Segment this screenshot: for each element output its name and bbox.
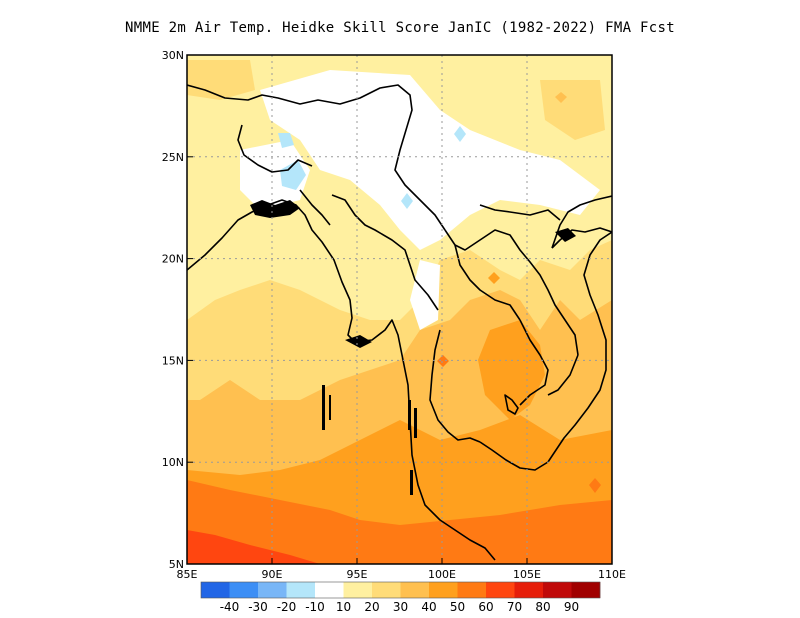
colorbar-swatch xyxy=(457,582,487,598)
lon-tick-label: 95E xyxy=(347,568,368,581)
colorbar-label: 40 xyxy=(421,600,436,614)
skill-field xyxy=(187,55,612,564)
colorbar-swatch xyxy=(543,582,572,598)
graticule xyxy=(187,55,612,564)
figure-title: NMME 2m Air Temp. Heidke Skill Score Jan… xyxy=(125,20,675,36)
lat-tick-label: 20N xyxy=(162,253,184,266)
colorbar-swatch xyxy=(400,582,430,598)
colorbar-label: 50 xyxy=(450,600,465,614)
lon-tick-label: 90E xyxy=(262,568,283,581)
lon-tick-label: 100E xyxy=(428,568,456,581)
lat-tick-label: 25N xyxy=(162,151,184,164)
colorbar-label: -40 xyxy=(220,600,240,614)
colorbar-swatch xyxy=(286,582,316,598)
colorbar-swatch xyxy=(201,582,230,598)
colorbar-frame xyxy=(200,581,601,599)
colorbar-label: 90 xyxy=(564,600,579,614)
lat-tick-label: 5N xyxy=(169,558,184,571)
colorbar-label: 10 xyxy=(336,600,351,614)
colorbar-swatch xyxy=(229,582,259,598)
colorbar-label: 20 xyxy=(364,600,379,614)
colorbar-swatch xyxy=(258,582,287,598)
plot-frame xyxy=(186,54,613,565)
colorbar: -40 -30 -20 -10 10 20 30 40 50 60 70 80 90 xyxy=(200,581,601,614)
colorbar-label: 70 xyxy=(507,600,522,614)
colorbar-swatch xyxy=(343,582,373,598)
colorbar-label: 60 xyxy=(478,600,493,614)
colorbar-label: -30 xyxy=(248,600,268,614)
colorbar-swatch xyxy=(372,582,401,598)
island-marks xyxy=(250,200,576,495)
lon-tick-label: 105E xyxy=(513,568,541,581)
colorbar-swatch xyxy=(514,582,544,598)
colorbar-label: -10 xyxy=(305,600,325,614)
lat-tick-label: 15N xyxy=(162,354,184,367)
colorbar-label: -20 xyxy=(277,600,297,614)
lat-tick-label: 10N xyxy=(162,456,184,469)
axis-ticks: 85E 90E 95E 100E 105E 110E 5N 10N 15N 20N 25N 30N xyxy=(162,49,626,581)
lon-tick-label: 85E xyxy=(177,568,198,581)
lat-tick-label: 30N xyxy=(162,49,184,62)
colorbar-label: 30 xyxy=(393,600,408,614)
colorbar-swatch xyxy=(315,582,344,598)
colorbar-swatch xyxy=(571,582,601,598)
lon-tick-label: 110E xyxy=(598,568,626,581)
colorbar-swatch xyxy=(486,582,515,598)
colorbar-swatch xyxy=(429,582,458,598)
colorbar-label: 80 xyxy=(535,600,550,614)
